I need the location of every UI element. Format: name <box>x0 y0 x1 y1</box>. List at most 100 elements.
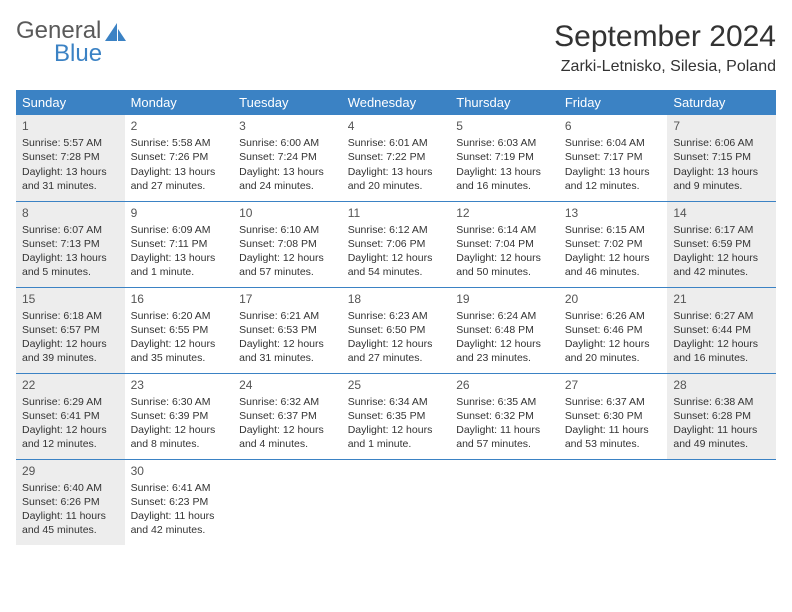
calendar-week-row: 8Sunrise: 6:07 AMSunset: 7:13 PMDaylight… <box>16 201 776 287</box>
calendar-day-cell: 16Sunrise: 6:20 AMSunset: 6:55 PMDayligh… <box>125 287 234 373</box>
day-number: 7 <box>673 118 770 134</box>
daylight-line: Daylight: 11 hours and 42 minutes. <box>131 509 228 537</box>
sunset-line: Sunset: 6:37 PM <box>239 409 336 423</box>
sunrise-line: Sunrise: 5:57 AM <box>22 136 119 150</box>
location: Zarki-Letnisko, Silesia, Poland <box>554 58 776 76</box>
sunrise-line: Sunrise: 6:18 AM <box>22 309 119 323</box>
sunset-line: Sunset: 6:30 PM <box>565 409 662 423</box>
day-header: Wednesday <box>342 90 451 115</box>
sunset-line: Sunset: 6:23 PM <box>131 495 228 509</box>
daylight-line: Daylight: 13 hours and 5 minutes. <box>22 251 119 279</box>
sunrise-line: Sunrise: 6:20 AM <box>131 309 228 323</box>
day-number: 25 <box>348 377 445 393</box>
daylight-line: Daylight: 12 hours and 54 minutes. <box>348 251 445 279</box>
daylight-line: Daylight: 12 hours and 27 minutes. <box>348 337 445 365</box>
day-number: 1 <box>22 118 119 134</box>
logo-text-blue: Blue <box>16 43 102 66</box>
calendar-day-cell: 4Sunrise: 6:01 AMSunset: 7:22 PMDaylight… <box>342 115 451 201</box>
daylight-line: Daylight: 12 hours and 4 minutes. <box>239 423 336 451</box>
sunset-line: Sunset: 6:26 PM <box>22 495 119 509</box>
day-number: 3 <box>239 118 336 134</box>
calendar-day-cell: 15 Sunrise: 6:18 AMSunset: 6:57 PMDayligh… <box>16 287 125 373</box>
daylight-line: Daylight: 12 hours and 42 minutes. <box>673 251 770 279</box>
daylight-line: Daylight: 13 hours and 31 minutes. <box>22 165 119 193</box>
day-number: 13 <box>565 205 662 221</box>
day-header: Thursday <box>450 90 559 115</box>
daylight-line: Daylight: 13 hours and 24 minutes. <box>239 165 336 193</box>
calendar-day-cell: 2Sunrise: 5:58 AMSunset: 7:26 PMDaylight… <box>125 115 234 201</box>
sunrise-line: Sunrise: 6:24 AM <box>456 309 553 323</box>
calendar-header-row: SundayMondayTuesdayWednesdayThursdayFrid… <box>16 90 776 115</box>
day-number: 21 <box>673 291 770 307</box>
sunset-line: Sunset: 6:48 PM <box>456 323 553 337</box>
sunrise-line: Sunrise: 6:14 AM <box>456 223 553 237</box>
sunset-line: Sunset: 6:55 PM <box>131 323 228 337</box>
calendar-day-cell: 30Sunrise: 6:41 AMSunset: 6:23 PMDayligh… <box>125 459 234 545</box>
sunrise-line: Sunrise: 6:21 AM <box>239 309 336 323</box>
day-number: 19 <box>456 291 553 307</box>
day-number: 8 <box>22 205 119 221</box>
calendar-day-cell <box>450 459 559 545</box>
calendar-day-cell: 22Sunrise: 6:29 AMSunset: 6:41 PMDayligh… <box>16 373 125 459</box>
day-header: Monday <box>125 90 234 115</box>
sunset-line: Sunset: 7:26 PM <box>131 150 228 164</box>
day-number: 10 <box>239 205 336 221</box>
sunrise-line: Sunrise: 6:03 AM <box>456 136 553 150</box>
sunset-line: Sunset: 7:22 PM <box>348 150 445 164</box>
daylight-line: Daylight: 13 hours and 12 minutes. <box>565 165 662 193</box>
calendar-day-cell: 28Sunrise: 6:38 AMSunset: 6:28 PMDayligh… <box>667 373 776 459</box>
sunrise-line: Sunrise: 6:07 AM <box>22 223 119 237</box>
sunrise-line: Sunrise: 6:40 AM <box>22 481 119 495</box>
day-number: 15 <box>22 291 119 307</box>
daylight-line: Daylight: 13 hours and 16 minutes. <box>456 165 553 193</box>
calendar-day-cell: 23Sunrise: 6:30 AMSunset: 6:39 PMDayligh… <box>125 373 234 459</box>
sunrise-line: Sunrise: 6:23 AM <box>348 309 445 323</box>
logo: General Blue <box>16 20 127 66</box>
sunset-line: Sunset: 7:11 PM <box>131 237 228 251</box>
sunrise-line: Sunrise: 6:15 AM <box>565 223 662 237</box>
sunset-line: Sunset: 7:28 PM <box>22 150 119 164</box>
daylight-line: Daylight: 12 hours and 20 minutes. <box>565 337 662 365</box>
daylight-line: Daylight: 13 hours and 20 minutes. <box>348 165 445 193</box>
day-number: 18 <box>348 291 445 307</box>
daylight-line: Daylight: 13 hours and 27 minutes. <box>131 165 228 193</box>
sunset-line: Sunset: 6:46 PM <box>565 323 662 337</box>
calendar-day-cell <box>233 459 342 545</box>
sunset-line: Sunset: 6:57 PM <box>22 323 119 337</box>
sunrise-line: Sunrise: 6:26 AM <box>565 309 662 323</box>
sunrise-line: Sunrise: 6:06 AM <box>673 136 770 150</box>
daylight-line: Daylight: 12 hours and 12 minutes. <box>22 423 119 451</box>
sunrise-line: Sunrise: 6:32 AM <box>239 395 336 409</box>
daylight-line: Daylight: 11 hours and 45 minutes. <box>22 509 119 537</box>
sunset-line: Sunset: 7:06 PM <box>348 237 445 251</box>
title-block: September 2024 Zarki-Letnisko, Silesia, … <box>554 20 776 76</box>
calendar-day-cell <box>342 459 451 545</box>
sunset-line: Sunset: 6:59 PM <box>673 237 770 251</box>
daylight-line: Daylight: 12 hours and 39 minutes. <box>22 337 119 365</box>
calendar-day-cell <box>667 459 776 545</box>
day-number: 12 <box>456 205 553 221</box>
calendar-day-cell: 13Sunrise: 6:15 AMSunset: 7:02 PMDayligh… <box>559 201 668 287</box>
day-number: 2 <box>131 118 228 134</box>
day-header: Saturday <box>667 90 776 115</box>
calendar-week-row: 22Sunrise: 6:29 AMSunset: 6:41 PMDayligh… <box>16 373 776 459</box>
sunrise-line: Sunrise: 6:10 AM <box>239 223 336 237</box>
daylight-line: Daylight: 12 hours and 8 minutes. <box>131 423 228 451</box>
sunset-line: Sunset: 7:24 PM <box>239 150 336 164</box>
calendar-day-cell: 26Sunrise: 6:35 AMSunset: 6:32 PMDayligh… <box>450 373 559 459</box>
sunrise-line: Sunrise: 6:34 AM <box>348 395 445 409</box>
day-number: 16 <box>131 291 228 307</box>
sunset-line: Sunset: 6:28 PM <box>673 409 770 423</box>
day-number: 24 <box>239 377 336 393</box>
header: General Blue September 2024 Zarki-Letnis… <box>16 20 776 76</box>
calendar-day-cell: 29Sunrise: 6:40 AMSunset: 6:26 PMDayligh… <box>16 459 125 545</box>
sunrise-line: Sunrise: 6:35 AM <box>456 395 553 409</box>
calendar-day-cell: 11Sunrise: 6:12 AMSunset: 7:06 PMDayligh… <box>342 201 451 287</box>
sunset-line: Sunset: 6:44 PM <box>673 323 770 337</box>
sunset-line: Sunset: 7:15 PM <box>673 150 770 164</box>
calendar-day-cell: 25Sunrise: 6:34 AMSunset: 6:35 PMDayligh… <box>342 373 451 459</box>
daylight-line: Daylight: 11 hours and 57 minutes. <box>456 423 553 451</box>
day-number: 17 <box>239 291 336 307</box>
sunrise-line: Sunrise: 6:29 AM <box>22 395 119 409</box>
daylight-line: Daylight: 12 hours and 1 minute. <box>348 423 445 451</box>
